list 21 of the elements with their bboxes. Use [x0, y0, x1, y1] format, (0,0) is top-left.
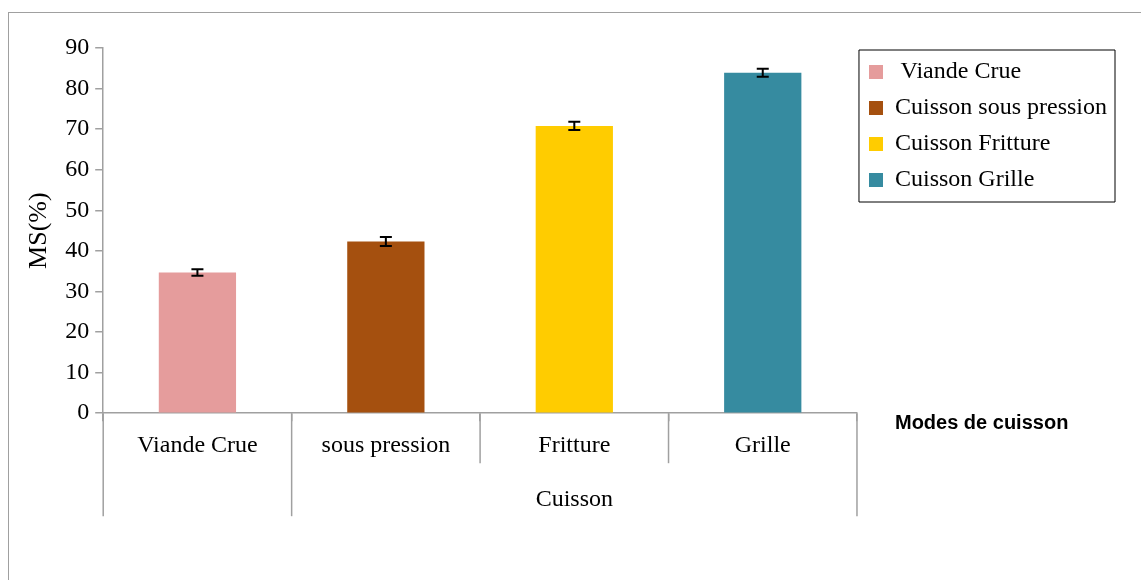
legend-label: Viande Crue [894, 57, 1022, 84]
x-tick-label: Fritture [538, 430, 611, 457]
y-tick-label: 30 [65, 276, 90, 303]
x-axis-title: Modes de cuisson [894, 410, 1069, 433]
x-tick-label: sous pression [321, 430, 451, 457]
legend-label: Cuisson Grille [894, 165, 1035, 192]
y-axis-title: MS(%) [23, 192, 53, 269]
x-tick-label: Viande Crue [137, 430, 258, 457]
x-tick-label: Grille [734, 430, 791, 457]
text: Cuisson [535, 485, 613, 512]
legend-label: Cuisson Fritture [894, 129, 1051, 156]
y-tick-label: 50 [65, 195, 90, 222]
y-tick-label: 10 [65, 357, 90, 384]
y-tick-label: 90 [65, 33, 90, 60]
legend-label: Cuisson sous pression [894, 93, 1107, 120]
y-tick-label: 70 [65, 114, 90, 141]
y-tick-label: 80 [65, 73, 90, 100]
y-tick-label: 20 [65, 317, 90, 344]
y-tick-label: 60 [65, 155, 90, 182]
y-tick-label: 40 [65, 236, 90, 263]
y-tick-label: 0 [77, 398, 90, 425]
